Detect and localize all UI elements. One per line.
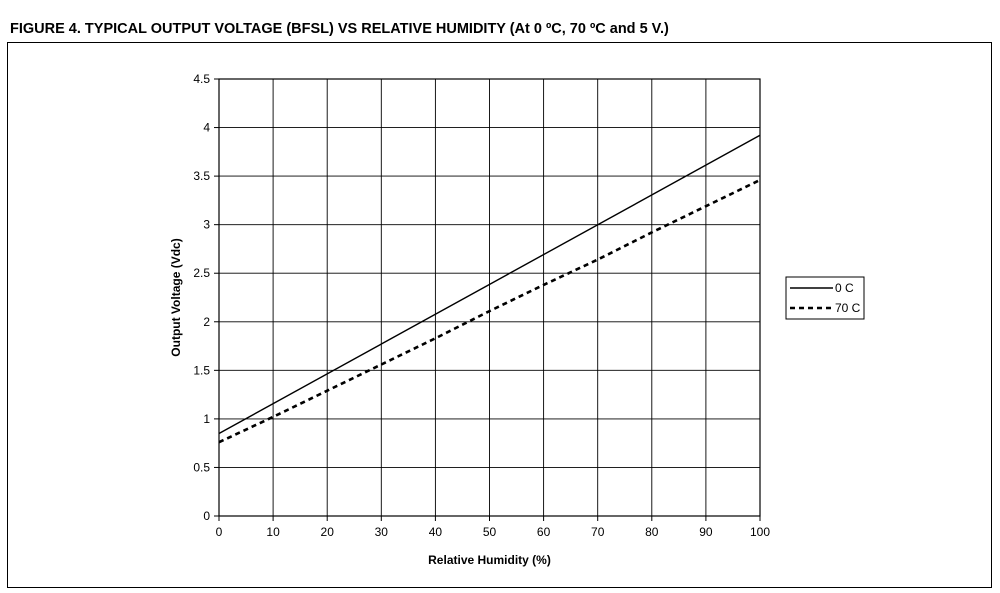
legend-box [785,276,865,320]
x-tick-label: 70 [591,525,605,539]
axis-ticks: 0 10 20 30 40 50 60 70 80 90 100 0 0.5 1 1.5 2 2.5 3 3.5 4 4… [193,72,770,539]
x-tick-label: 80 [645,525,659,539]
y-tick-label: 4 [203,121,210,135]
x-tick-label: 40 [429,525,443,539]
y-tick-label: 1.5 [193,363,210,377]
x-tick-label: 30 [375,525,389,539]
x-tick-label: 10 [266,525,280,539]
y-tick-label: 0.5 [193,460,210,474]
series-line-70c [218,178,761,444]
y-tick-label: 2.5 [193,266,210,280]
y-tick-label: 0 [203,509,210,523]
y-axis-label: Output Voltage (Vdc) [169,238,183,356]
y-tick-label: 2 [203,315,210,329]
legend-label: 70 C [835,301,861,315]
series-line-0c [218,134,761,435]
x-tick-label: 100 [750,525,770,539]
x-tick-label: 0 [216,525,223,539]
legend: 0 C 70 C [785,276,865,320]
legend-label: 0 C [835,281,854,295]
x-tick-label: 60 [537,525,551,539]
y-tick-label: 4.5 [193,72,210,86]
chart-frame [7,42,992,588]
y-tick-label: 3 [203,218,210,232]
y-tick-label: 1 [203,412,210,426]
x-tick-label: 90 [699,525,713,539]
grid-lines [218,78,761,517]
x-tick-label: 20 [321,525,335,539]
data-series [218,134,761,444]
x-tick-label: 50 [483,525,497,539]
x-axis-label: Relative Humidity (%) [428,553,551,567]
figure-title: FIGURE 4. TYPICAL OUTPUT VOLTAGE (BFSL) … [10,21,669,37]
y-tick-label: 3.5 [193,169,210,183]
